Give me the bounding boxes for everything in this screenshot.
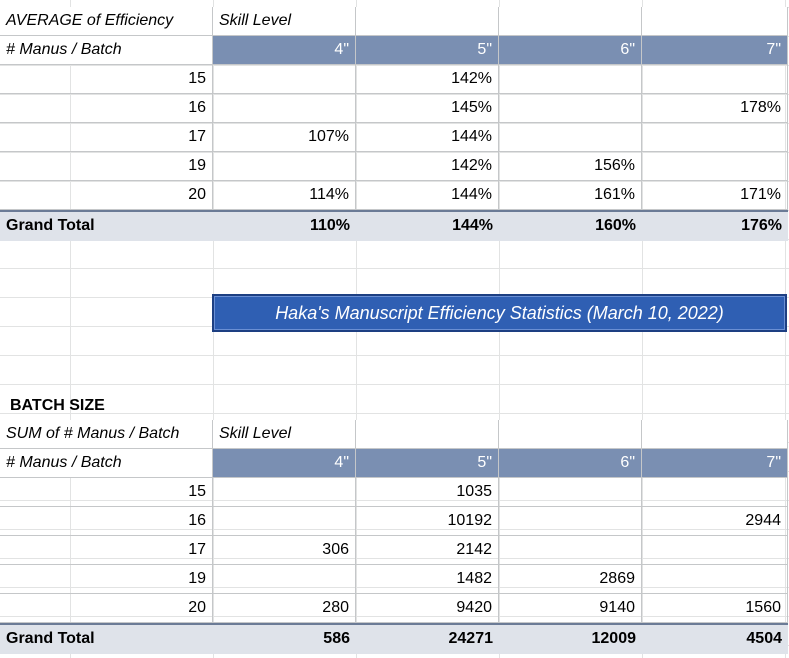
row-header-label[interactable]: # Manus / Batch xyxy=(0,449,213,478)
value-cell[interactable]: 1482 xyxy=(356,565,499,594)
value-cell[interactable]: 171% xyxy=(642,181,788,210)
total-cell[interactable]: 144% xyxy=(356,212,499,241)
value-cell[interactable] xyxy=(642,152,788,181)
table-row: 20 280 9420 9140 1560 xyxy=(0,594,788,623)
grand-total-row: Grand Total 586 24271 12009 4504 xyxy=(0,623,788,654)
column-header[interactable]: 6" xyxy=(499,36,642,65)
value-cell[interactable]: 161% xyxy=(499,181,642,210)
banner-title: Haka's Manuscript Efficiency Statistics … xyxy=(275,302,724,323)
value-cell[interactable]: 306 xyxy=(213,536,356,565)
table-row: 16 145% 178% xyxy=(0,94,788,123)
row-key[interactable]: 20 xyxy=(0,181,213,210)
table-row: 17 306 2142 xyxy=(0,536,788,565)
value-cell[interactable] xyxy=(642,65,788,94)
value-cell[interactable]: 1035 xyxy=(356,478,499,507)
value-cell[interactable] xyxy=(642,478,788,507)
value-cell[interactable]: 9420 xyxy=(356,594,499,623)
empty-cell[interactable] xyxy=(642,420,788,449)
empty-cell[interactable] xyxy=(642,7,788,36)
row-key[interactable]: 15 xyxy=(0,65,213,94)
total-cell[interactable]: 110% xyxy=(213,212,356,241)
table-row: 16 10192 2944 xyxy=(0,507,788,536)
value-cell[interactable]: 107% xyxy=(213,123,356,152)
row-header-label[interactable]: # Manus / Batch xyxy=(0,36,213,65)
row-key[interactable]: 15 xyxy=(0,478,213,507)
pivot-corner-label[interactable]: SUM of # Manus / Batch xyxy=(0,420,213,449)
column-group-label[interactable]: Skill Level xyxy=(213,7,356,36)
pivot-title-row: SUM of # Manus / Batch Skill Level xyxy=(0,420,788,449)
row-key[interactable]: 16 xyxy=(0,94,213,123)
value-cell[interactable] xyxy=(499,536,642,565)
value-cell[interactable]: 280 xyxy=(213,594,356,623)
value-cell[interactable]: 144% xyxy=(356,181,499,210)
value-cell[interactable]: 144% xyxy=(356,123,499,152)
row-key[interactable]: 17 xyxy=(0,536,213,565)
value-cell[interactable]: 2944 xyxy=(642,507,788,536)
grand-total-row: Grand Total 110% 144% 160% 176% xyxy=(0,210,788,241)
column-header[interactable]: 5" xyxy=(356,36,499,65)
value-cell[interactable] xyxy=(642,536,788,565)
column-group-label[interactable]: Skill Level xyxy=(213,420,356,449)
row-key[interactable]: 17 xyxy=(0,123,213,152)
value-cell[interactable] xyxy=(499,94,642,123)
column-header[interactable]: 7" xyxy=(642,36,788,65)
row-key[interactable]: 19 xyxy=(0,152,213,181)
batch-size-label[interactable]: BATCH SIZE xyxy=(10,397,105,414)
empty-cell[interactable] xyxy=(356,7,499,36)
total-cell[interactable]: 24271 xyxy=(356,625,499,654)
empty-cell[interactable] xyxy=(499,7,642,36)
value-cell[interactable]: 9140 xyxy=(499,594,642,623)
value-cell[interactable] xyxy=(499,123,642,152)
value-cell[interactable] xyxy=(213,94,356,123)
empty-cell[interactable] xyxy=(356,420,499,449)
column-header[interactable]: 6" xyxy=(499,449,642,478)
empty-cell[interactable] xyxy=(499,420,642,449)
total-cell[interactable]: 4504 xyxy=(642,625,788,654)
row-key[interactable]: 20 xyxy=(0,594,213,623)
value-cell[interactable]: 142% xyxy=(356,65,499,94)
value-cell[interactable] xyxy=(213,65,356,94)
value-cell[interactable]: 145% xyxy=(356,94,499,123)
column-header-row: # Manus / Batch 4" 5" 6" 7" xyxy=(0,449,788,478)
report-title-banner[interactable]: Haka's Manuscript Efficiency Statistics … xyxy=(212,294,787,332)
value-cell[interactable] xyxy=(499,507,642,536)
value-cell[interactable]: 142% xyxy=(356,152,499,181)
row-key[interactable]: 19 xyxy=(0,565,213,594)
value-cell[interactable] xyxy=(213,507,356,536)
value-cell[interactable]: 114% xyxy=(213,181,356,210)
table-row: 15 142% xyxy=(0,65,788,94)
column-header[interactable]: 5" xyxy=(356,449,499,478)
value-cell[interactable]: 2142 xyxy=(356,536,499,565)
value-cell[interactable] xyxy=(213,478,356,507)
value-cell[interactable] xyxy=(499,478,642,507)
total-cell[interactable]: 176% xyxy=(642,212,788,241)
column-header[interactable]: 4" xyxy=(213,36,356,65)
table-row: 19 142% 156% xyxy=(0,152,788,181)
table-row: 20 114% 144% 161% 171% xyxy=(0,181,788,210)
table-row: 15 1035 xyxy=(0,478,788,507)
total-cell[interactable]: 586 xyxy=(213,625,356,654)
column-header[interactable]: 7" xyxy=(642,449,788,478)
value-cell[interactable] xyxy=(213,565,356,594)
value-cell[interactable]: 178% xyxy=(642,94,788,123)
value-cell[interactable]: 156% xyxy=(499,152,642,181)
table-row: 17 107% 144% xyxy=(0,123,788,152)
value-cell[interactable]: 10192 xyxy=(356,507,499,536)
value-cell[interactable]: 2869 xyxy=(499,565,642,594)
column-header[interactable]: 4" xyxy=(213,449,356,478)
table-row: 19 1482 2869 xyxy=(0,565,788,594)
value-cell[interactable] xyxy=(642,565,788,594)
total-cell[interactable]: 160% xyxy=(499,212,642,241)
column-header-row: # Manus / Batch 4" 5" 6" 7" xyxy=(0,36,788,65)
value-cell[interactable] xyxy=(642,123,788,152)
row-key[interactable]: 16 xyxy=(0,507,213,536)
value-cell[interactable]: 1560 xyxy=(642,594,788,623)
pivot-title-row: AVERAGE of Efficiency Skill Level xyxy=(0,7,788,36)
grand-total-label[interactable]: Grand Total xyxy=(0,625,213,654)
value-cell[interactable] xyxy=(499,65,642,94)
value-cell[interactable] xyxy=(213,152,356,181)
pivot-corner-label[interactable]: AVERAGE of Efficiency xyxy=(0,7,213,36)
total-cell[interactable]: 12009 xyxy=(499,625,642,654)
grand-total-label[interactable]: Grand Total xyxy=(0,212,213,241)
